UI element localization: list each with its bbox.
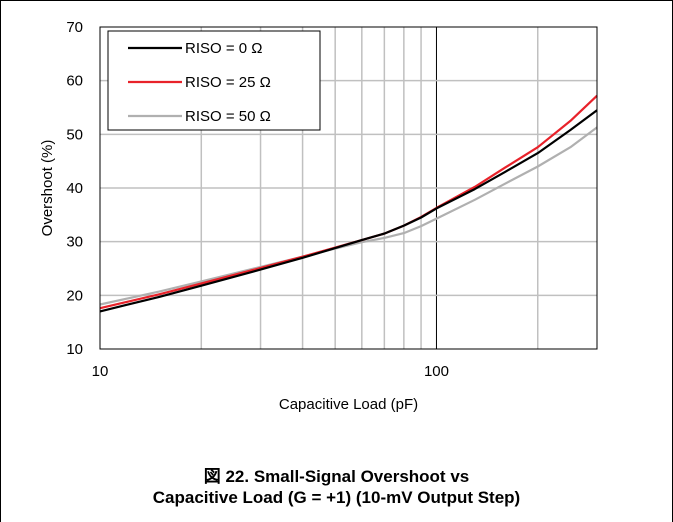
legend-label: RISO = 25 Ω	[185, 74, 271, 91]
y-tick-label: 60	[66, 73, 83, 90]
legend: RISO = 0 Ω RISO = 25 Ω RISO = 50 Ω	[107, 30, 321, 131]
legend-box	[107, 30, 321, 131]
x-axis-label: Capacitive Load (pF)	[279, 396, 418, 413]
legend-label: RISO = 50 Ω	[185, 108, 271, 125]
series-line	[99, 109, 598, 313]
figure-caption-line-2: Capacitive Load (G = +1) (10-mV Output S…	[152, 488, 521, 507]
y-tick-label: 50	[66, 126, 83, 143]
plot-border	[99, 26, 598, 350]
series-lines	[99, 94, 598, 313]
x-tick-labels: 10 100	[92, 363, 449, 380]
y-tick-label: 10	[66, 341, 83, 358]
y-axis-label: Overshoot (%)	[39, 140, 56, 237]
y-tick-label: 40	[66, 180, 83, 197]
x-tick-label: 100	[424, 363, 449, 380]
y-tick-label: 20	[66, 287, 83, 304]
x-tick-label: 10	[92, 363, 109, 380]
y-tick-label: 30	[66, 234, 83, 251]
y-tick-label: 70	[66, 19, 83, 36]
y-tick-labels: 10 20 30 40 50 60 70	[66, 19, 83, 358]
series-line	[99, 126, 598, 306]
figure-caption-line-1: 図 22. Small-Signal Overshoot vs	[203, 467, 470, 486]
overshoot-chart: 10 20 30 40 50 60 70 10 100 Capacitive Load (pF…	[39, 19, 598, 413]
legend-label: RISO = 0 Ω	[185, 40, 263, 57]
